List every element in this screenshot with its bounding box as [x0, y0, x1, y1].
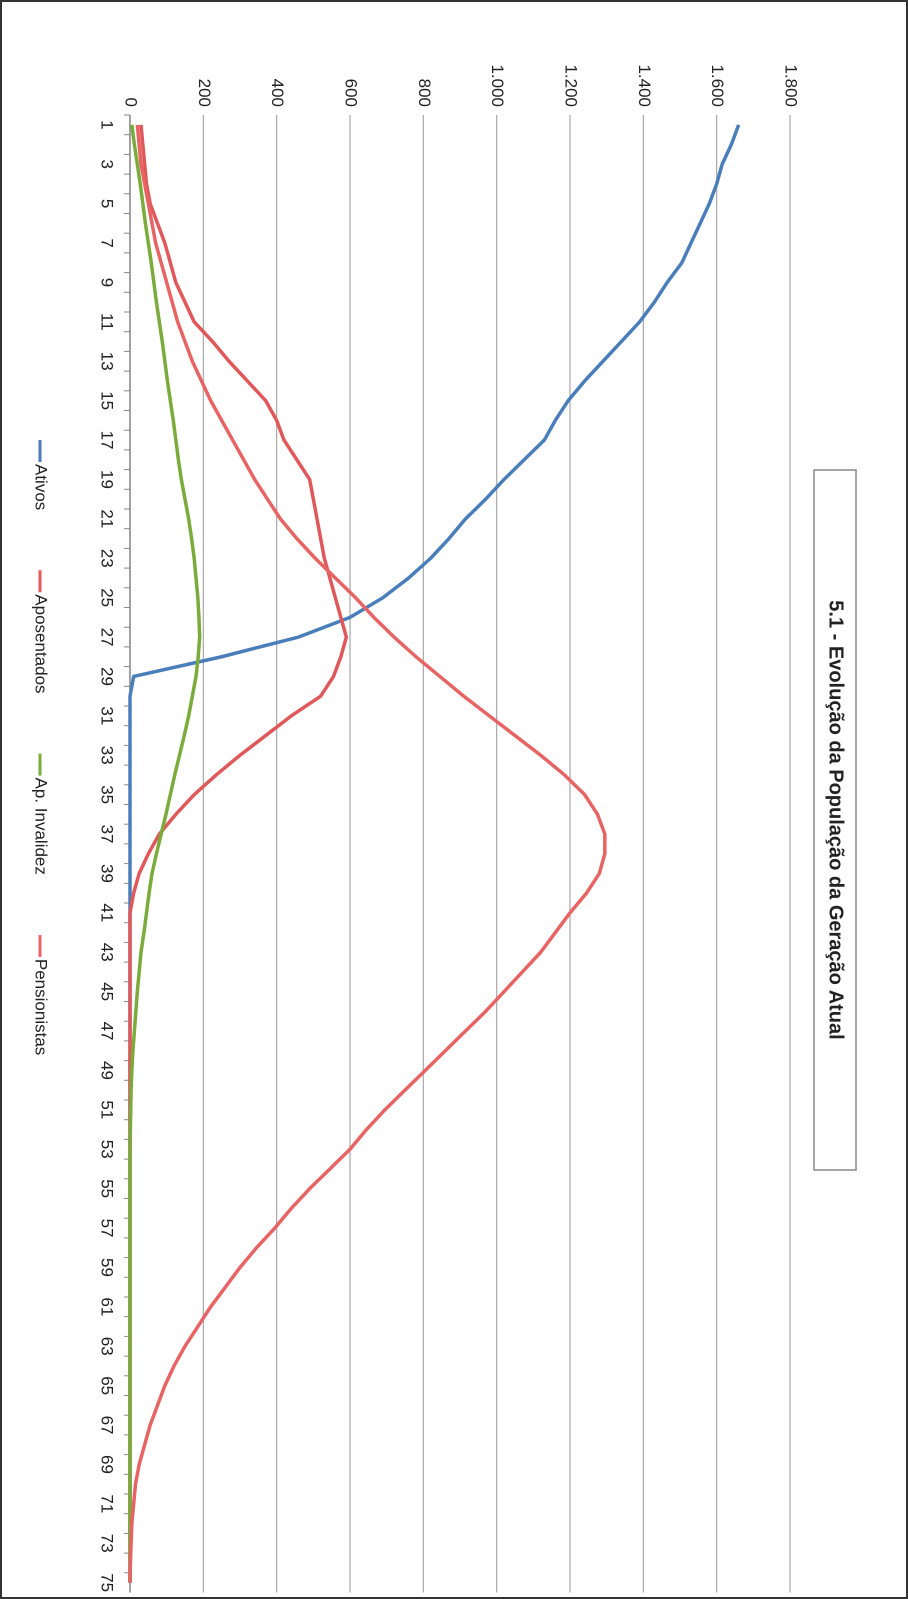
- y-tick-label: 400: [268, 79, 287, 107]
- y-tick-label: 600: [342, 79, 361, 107]
- y-tick-label: 1.200: [562, 64, 581, 107]
- x-tick-label: 43: [98, 943, 117, 962]
- y-tick-label: 0: [122, 98, 141, 107]
- x-tick-label: 55: [98, 1179, 117, 1198]
- legend-label: Ap. Invalidez: [32, 778, 51, 875]
- x-tick-label: 69: [98, 1455, 117, 1474]
- x-tick-label: 13: [98, 352, 117, 371]
- x-tick-label: 5: [98, 199, 117, 208]
- x-tick-label: 41: [98, 903, 117, 922]
- x-tick-label: 75: [98, 1573, 117, 1592]
- x-tick-label: 21: [98, 509, 117, 528]
- x-tick-label: 17: [98, 431, 117, 450]
- x-tick-label: 59: [98, 1258, 117, 1277]
- x-tick-label: 73: [98, 1534, 117, 1553]
- x-tick-label: 19: [98, 470, 117, 489]
- x-tick-label: 39: [98, 864, 117, 883]
- x-tick-label: 65: [98, 1376, 117, 1395]
- y-tick-label: 200: [195, 79, 214, 107]
- series-line: [128, 124, 202, 1583]
- x-tick-label: 61: [98, 1297, 117, 1316]
- y-tick-label: 1.600: [708, 64, 727, 107]
- x-tick-label: 63: [98, 1337, 117, 1356]
- x-tick-label: 15: [98, 391, 117, 410]
- x-tick-label: 7: [98, 238, 117, 247]
- x-tick-label: 47: [98, 1022, 117, 1041]
- chart-title: 5.1 - Evolução da População da Geração A…: [825, 600, 847, 1039]
- x-tick-label: 35: [98, 785, 117, 804]
- x-tick-label: 11: [98, 313, 117, 331]
- x-tick-label: 29: [98, 667, 117, 686]
- x-tick-label: 37: [98, 825, 117, 844]
- x-tick-label: 49: [98, 1061, 117, 1080]
- x-tick-label: 25: [98, 588, 117, 607]
- x-tick-label: 1: [98, 120, 117, 129]
- legend-label: Ativos: [32, 464, 51, 510]
- x-tick-label: 33: [98, 746, 117, 765]
- rotated-chart: 5.1 - Evolução da População da Geração A…: [32, 64, 857, 1593]
- y-tick-label: 1.400: [635, 64, 654, 107]
- x-tick-label: 9: [98, 278, 117, 287]
- x-tick-label: 57: [98, 1219, 117, 1238]
- title-box: [813, 469, 857, 1171]
- series-line: [128, 124, 607, 1583]
- x-tick-label: 51: [98, 1100, 117, 1119]
- x-tick-label: 71: [98, 1494, 117, 1513]
- x-tick-label: 45: [98, 982, 117, 1001]
- y-tick-label: 1.000: [488, 64, 507, 107]
- x-tick-label: 53: [98, 1140, 117, 1159]
- legend-label: Aposentados: [32, 594, 51, 693]
- legend-label: Pensionistas: [32, 959, 51, 1055]
- x-tick-label: 23: [98, 549, 117, 568]
- x-tick-label: 31: [98, 706, 117, 725]
- y-tick-label: 800: [415, 79, 434, 107]
- x-tick-label: 3: [98, 160, 117, 169]
- y-tick-label: 1.800: [782, 64, 801, 107]
- x-tick-label: 27: [98, 628, 117, 647]
- x-tick-label: 67: [98, 1416, 117, 1435]
